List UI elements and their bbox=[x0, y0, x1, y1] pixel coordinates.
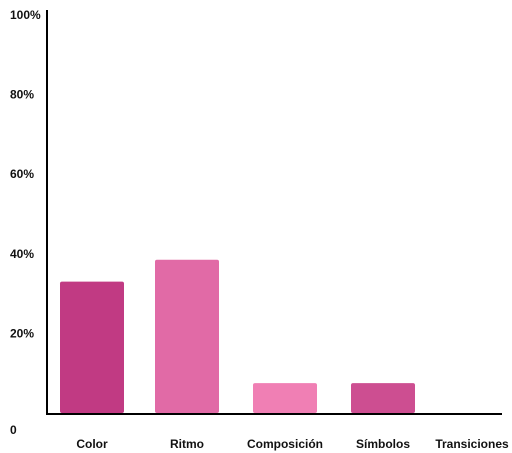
bars bbox=[60, 259, 415, 413]
bar-color bbox=[60, 281, 124, 413]
x-tick-label-transiciones: Transiciones bbox=[435, 437, 509, 451]
bar-simbolos bbox=[351, 383, 415, 413]
bar-composicion bbox=[253, 383, 317, 413]
x-tick-label-simbolos: Símbolos bbox=[356, 437, 410, 451]
x-tick-label-composicion: Composición bbox=[247, 437, 323, 451]
bar-ritmo bbox=[155, 259, 219, 413]
y-axis-ticks: 0 20% 40% 60% 80% 100% bbox=[10, 8, 41, 437]
y-tick-label: 100% bbox=[10, 8, 41, 22]
x-tick-label-ritmo: Ritmo bbox=[170, 437, 204, 451]
x-tick-label-color: Color bbox=[76, 437, 108, 451]
y-tick-label: 0 bbox=[10, 423, 17, 437]
x-axis-labels: Color Ritmo Composición Símbolos Transicione… bbox=[76, 437, 509, 451]
y-tick-label: 20% bbox=[10, 326, 34, 340]
y-tick-label: 60% bbox=[10, 167, 34, 181]
y-tick-label: 80% bbox=[10, 88, 34, 102]
y-tick-label: 40% bbox=[10, 247, 34, 261]
